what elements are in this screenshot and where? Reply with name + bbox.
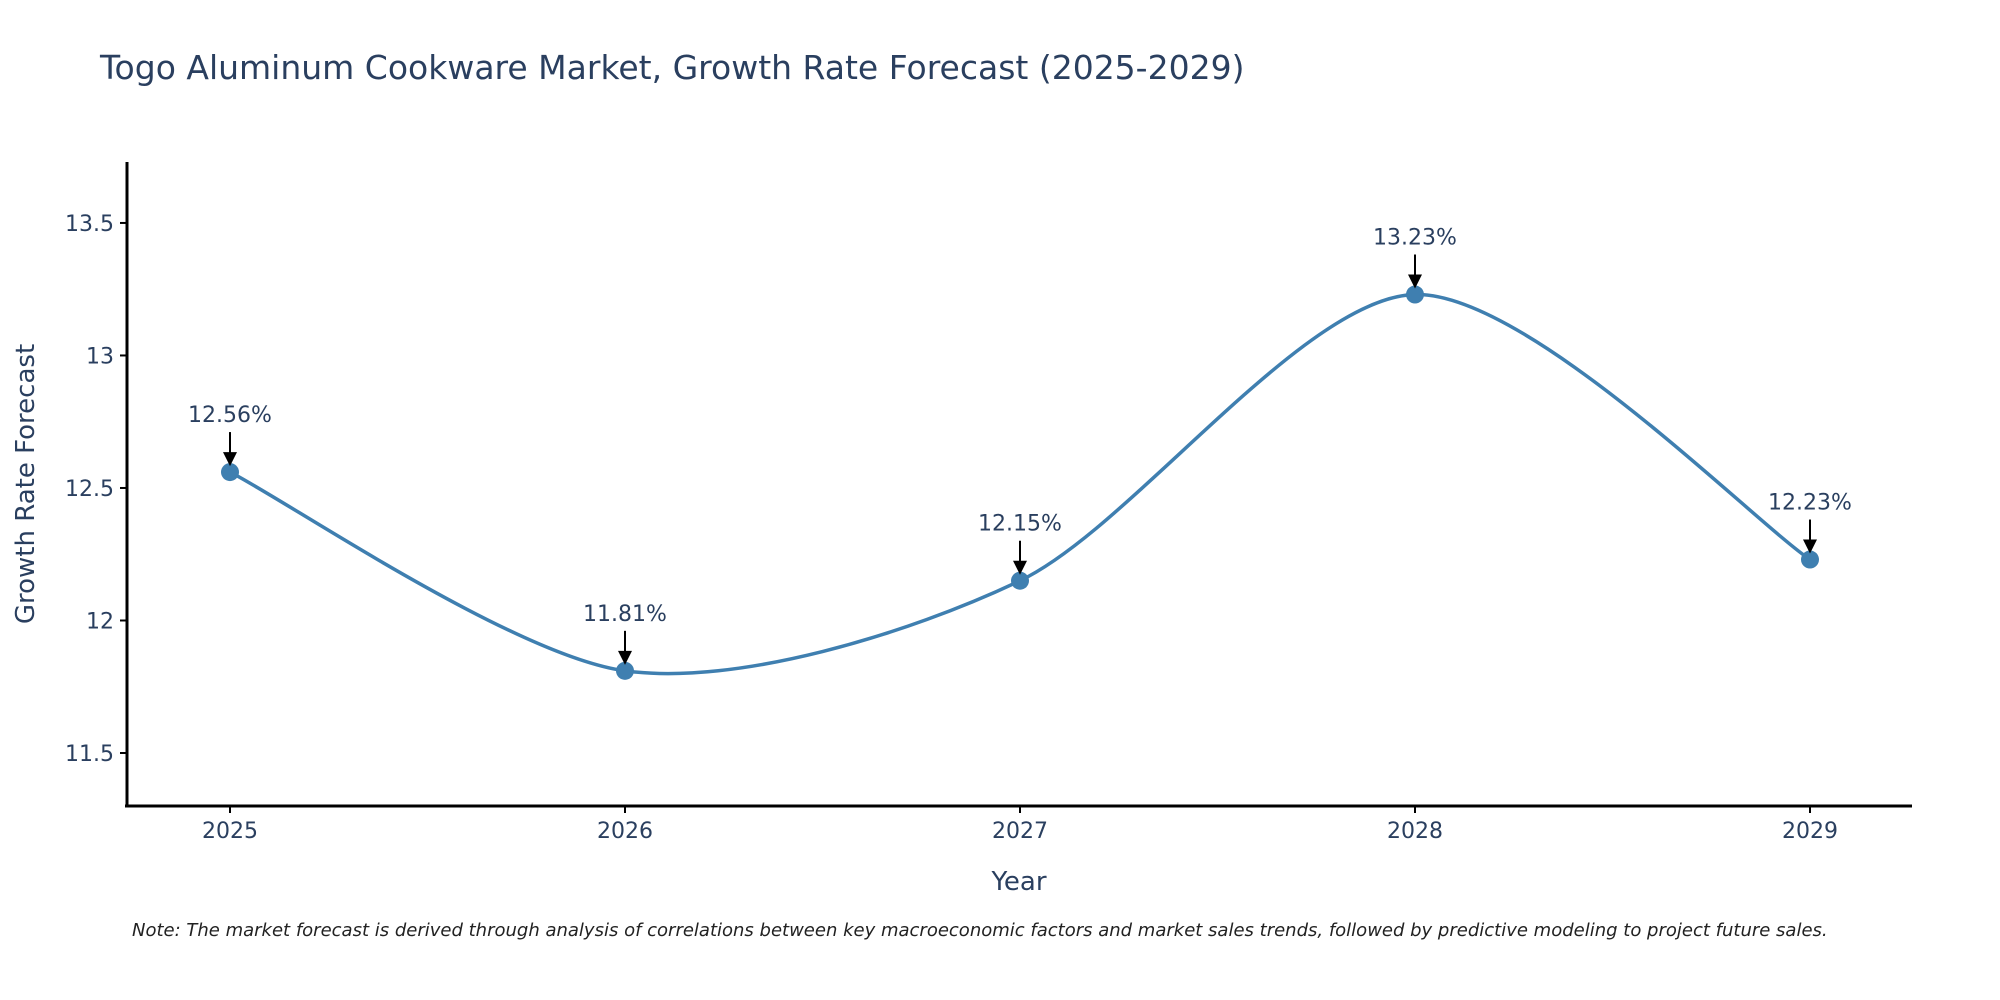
y-tick-label: 11.5	[65, 742, 114, 767]
annotation-arrow-head	[618, 650, 632, 665]
x-tick-label: 2029	[1782, 819, 1838, 844]
data-label: 12.15%	[978, 512, 1062, 537]
annotation-arrow-head	[1408, 274, 1422, 289]
annotation-arrow-head	[223, 452, 237, 467]
y-tick-label: 12.5	[65, 477, 114, 502]
axes	[125, 162, 1912, 808]
data-label: 12.56%	[188, 403, 272, 428]
x-tick-label: 2026	[597, 819, 653, 844]
annotation-arrow-head	[1803, 539, 1817, 554]
data-point-2026	[616, 661, 634, 680]
x-tick-label: 2027	[992, 819, 1048, 844]
x-tick-label: 2028	[1387, 819, 1443, 844]
y-axis-title: Growth Rate Forecast	[11, 344, 41, 624]
data-point-2029	[1801, 550, 1819, 569]
series-line	[229, 292, 1811, 676]
x-axis-title: Year	[990, 867, 1046, 897]
x-tick-label: 2025	[202, 819, 258, 844]
y-tick-label: 13.5	[65, 212, 114, 237]
data-point-2027	[1011, 571, 1029, 590]
markers	[221, 285, 1819, 680]
data-label: 13.23%	[1373, 226, 1457, 251]
y-tick-label: 13	[86, 344, 114, 369]
x-ticks: 2025 2026 2027 2028 2029	[202, 806, 1838, 844]
annotations: 12.56% 11.81% 12.15% 13.23% 12.23%	[188, 226, 1852, 665]
y-tick-label: 12	[86, 609, 114, 634]
data-point-2028	[1406, 285, 1424, 304]
data-point-2025	[221, 463, 239, 482]
data-label: 12.23%	[1768, 491, 1852, 516]
chart-note: Note: The market forecast is derived thr…	[132, 920, 1828, 941]
y-ticks: 11.5 12 12.5 13 13.5	[65, 212, 127, 767]
chart-title: Togo Aluminum Cookware Market, Growth Ra…	[100, 48, 1245, 87]
data-label: 11.81%	[583, 602, 667, 627]
annotation-arrow-head	[1013, 560, 1027, 575]
